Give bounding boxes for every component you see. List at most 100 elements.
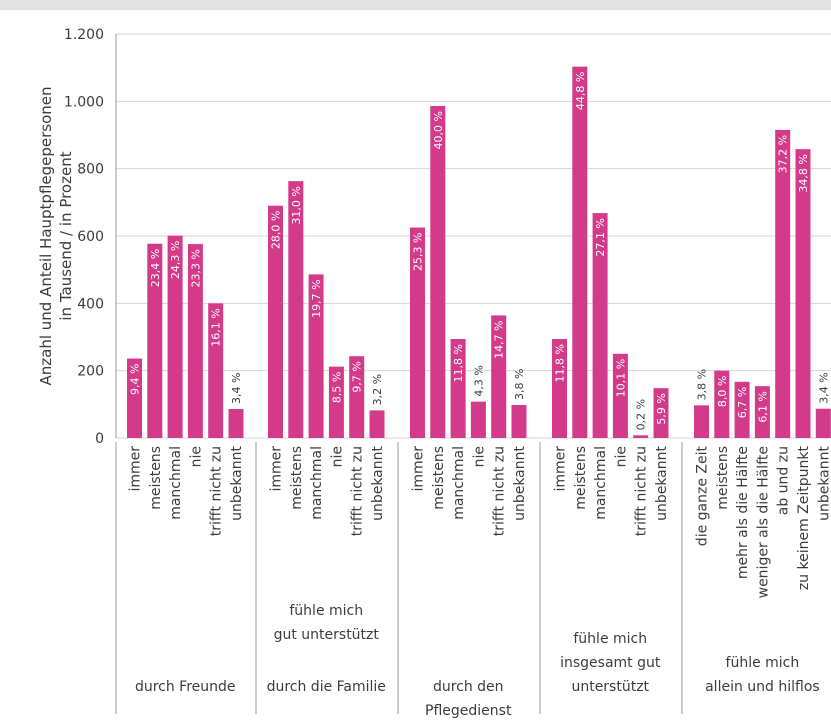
bar: [187, 244, 203, 438]
group-label: durch den: [433, 679, 504, 695]
data-label: 3,8 %: [696, 369, 709, 400]
y-tick-label: 0: [95, 431, 104, 447]
group-heading: fühle mich: [289, 603, 363, 619]
x-axis: immer meistens manchmal nie trifft nicht zu u…: [115, 442, 831, 719]
bar: [349, 356, 365, 438]
data-label: 25,3 %: [412, 233, 425, 271]
data-label: 11,8 %: [554, 344, 567, 382]
x-tick-label: manchmal: [451, 446, 467, 520]
bar: [228, 409, 244, 438]
x-tick-label: immer: [553, 446, 569, 492]
bars: 9,4 % 23,4 % 24,3 % 23,3 % 16,1 % 3,4 % 28,0 %…: [127, 66, 831, 439]
bar: [491, 315, 507, 438]
bar: [734, 381, 750, 438]
bar: [653, 388, 669, 438]
x-tick-label: manchmal: [168, 446, 184, 520]
group-label: fühle mich: [573, 631, 647, 647]
data-label: 23,4 %: [149, 249, 162, 287]
bar: [288, 181, 304, 438]
x-tick-label: trifft nicht zu: [209, 446, 225, 536]
bar: [572, 66, 588, 438]
data-label: 6,1 %: [756, 391, 769, 422]
x-tick-label: nie: [329, 446, 345, 467]
x-tick-label: zu keinem Zeitpunkt: [796, 445, 812, 590]
x-tick-label: ab und zu: [776, 446, 792, 515]
y-axis-label: Anzahl und Anteil Hauptpflegepersonen in …: [37, 86, 75, 385]
bar: [694, 405, 709, 438]
x-tick-label: immer: [411, 446, 427, 492]
x-tick-label: mehr als die Hälfte: [735, 446, 751, 579]
data-label: 34,8 %: [797, 154, 810, 192]
data-label: 16,1 %: [210, 308, 223, 346]
data-label: 5,9 %: [655, 393, 668, 424]
y-tick-label: 400: [77, 296, 104, 312]
data-label: 4,3 %: [472, 365, 485, 396]
y-axis-title: Anzahl und Anteil Hauptpflegepersonen: [37, 86, 55, 385]
data-label: 14,7 %: [493, 320, 506, 358]
bar: [410, 227, 425, 438]
x-tick-label: nie: [188, 446, 204, 467]
bar: [430, 106, 446, 439]
grid-lines: [116, 33, 831, 439]
bar: [552, 339, 567, 438]
data-label: 24,3 %: [169, 241, 182, 279]
bar: [450, 339, 466, 438]
data-label: 37,2 %: [777, 135, 790, 173]
bar: [612, 353, 628, 438]
group-label: insgesamt gut: [560, 655, 661, 671]
bar: [127, 358, 142, 438]
data-label: 8,5 %: [330, 372, 343, 403]
data-label: 28,0 %: [270, 211, 283, 249]
data-label: 6,7 %: [736, 387, 749, 418]
y-axis: 0 200 400 600 800 1.000 1.200: [64, 27, 117, 447]
bar: [470, 401, 486, 438]
y-tick-label: 1.200: [64, 27, 104, 43]
x-tick-label: immer: [128, 446, 144, 492]
x-tick-label: trifft nicht zu: [350, 446, 366, 536]
data-label: 11,8 %: [452, 344, 465, 382]
x-tick-label: trifft nicht zu: [492, 446, 508, 536]
data-label: 40,0 %: [432, 111, 445, 149]
x-tick-label: unbekannt: [512, 445, 528, 520]
bar: [268, 205, 283, 438]
bar: [308, 274, 324, 438]
data-label: 0,2 %: [635, 399, 648, 430]
data-label: 23,3 %: [189, 249, 202, 287]
bar: [795, 149, 811, 438]
y-tick-label: 1.000: [64, 94, 104, 110]
group-label: durch die Familie: [267, 679, 386, 695]
y-tick-label: 600: [77, 229, 104, 245]
data-label: 44,8 %: [574, 72, 587, 110]
x-tick-label: manchmal: [309, 446, 325, 520]
bar: [633, 435, 649, 438]
x-tick-label: unbekannt: [370, 445, 386, 520]
data-label: 31,0 %: [290, 186, 303, 224]
group-label: durch Freunde: [135, 679, 236, 695]
x-tick-label: meistens: [148, 446, 164, 510]
data-label: 3,8 %: [513, 369, 526, 400]
data-label: 19,7 %: [310, 279, 323, 317]
x-tick-label: manchmal: [593, 446, 609, 520]
x-tick-label: meistens: [573, 446, 589, 510]
bar: [147, 243, 163, 438]
group-label: unterstützt: [571, 679, 649, 695]
x-tick-label: immer: [269, 446, 285, 492]
bar: [592, 213, 608, 438]
y-tick-label: 200: [77, 364, 104, 380]
data-label: 9,4 %: [129, 364, 142, 395]
top-border-bar: [0, 0, 831, 10]
bar: [815, 408, 831, 438]
bar: [167, 235, 183, 438]
x-tick-label: unbekannt: [654, 445, 670, 520]
group-label: allein und hilflos: [705, 679, 820, 695]
data-label: 9,7 %: [351, 361, 364, 392]
x-tick-label: meistens: [289, 446, 305, 510]
data-label: 3,2 %: [371, 374, 384, 405]
group-heading: gut unterstützt: [274, 627, 380, 643]
group-label: Pflegedienst: [425, 703, 512, 719]
data-label: 10,1 %: [614, 359, 627, 397]
x-tick-label: die ganze Zeit: [695, 446, 711, 547]
data-label: 3,4 %: [817, 372, 830, 403]
bar: [369, 410, 385, 438]
